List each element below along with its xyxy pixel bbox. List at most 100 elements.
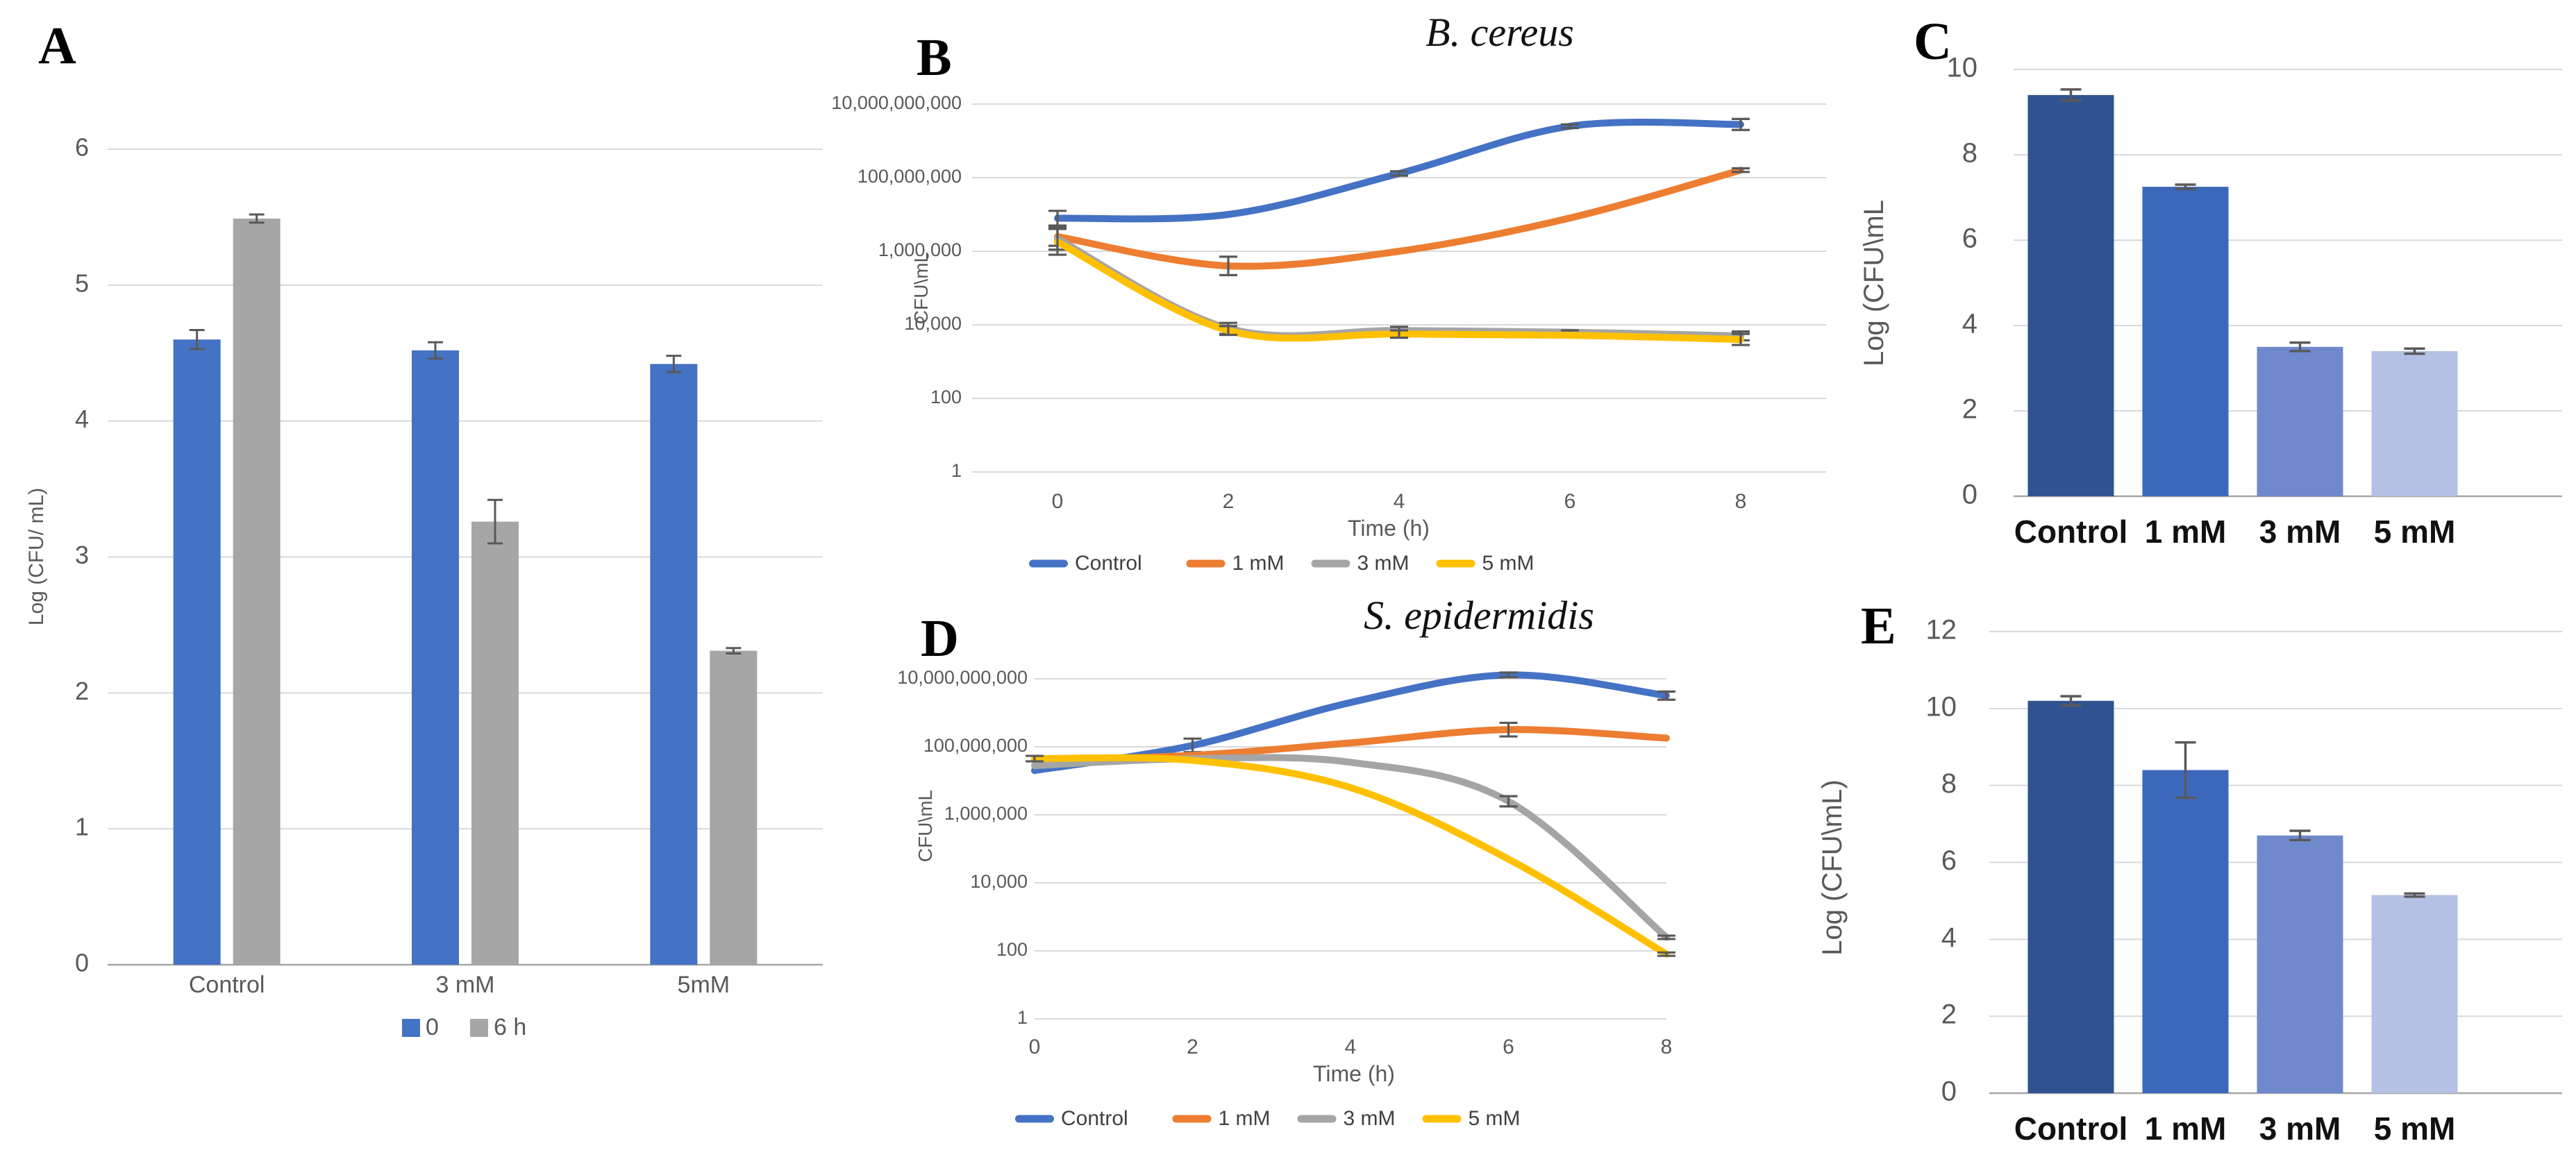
x-tick-label: 6 (1503, 1036, 1514, 1058)
y-tick-label: 2 (75, 677, 89, 705)
y-tick-label: 10,000,000,000 (897, 667, 1028, 688)
panel-c-bar-chart: 0 2 4 6 8 10 Control 1 mM 3 mM 5 mM Log (CFU\mL (1859, 53, 2562, 550)
chart-title-b-cereus: B. cereus (1425, 10, 1574, 55)
panel-a-bar-chart: 0 1 2 3 4 5 6 Control 3 mM 5mM Log (CFU/ mL) 0 6 h (25, 133, 823, 1040)
y-axis-label: CFU\mL (910, 252, 932, 324)
panel-letter-c: C (1914, 12, 1952, 71)
legend-swatch (1422, 1115, 1462, 1123)
x-tick-label: 6 (1564, 490, 1576, 513)
y-tick-label: 4 (1941, 922, 1957, 953)
x-axis-label: Time (h) (1348, 516, 1430, 541)
bar (2371, 351, 2458, 496)
x-tick-label: 0 (1029, 1036, 1041, 1058)
y-tick-label: 0 (1962, 480, 1977, 510)
legend-swatch (402, 1019, 420, 1037)
panel-b-line-chart: 1 100 10,000 1,000,000 100,000,000 10,000,000… (831, 92, 1826, 575)
bar (2142, 187, 2229, 496)
x-category-label: 5 mM (2374, 1110, 2456, 1147)
x-tick-label: 2 (1187, 1036, 1198, 1058)
legend-label: 3 mM (1357, 552, 1410, 575)
legend-swatch (1297, 1115, 1337, 1123)
y-axis-label: Log (CFU\mL (1859, 200, 1889, 366)
x-tick-label: 0 (1052, 490, 1064, 513)
y-tick-label: 12 (1926, 615, 1957, 645)
panel-letter-a: A (38, 17, 76, 75)
y-tick-label: 6 (1962, 223, 1977, 254)
bar (471, 521, 519, 965)
bar (2142, 770, 2229, 1093)
legend-label: 5 mM (1482, 552, 1534, 575)
bar (412, 350, 459, 965)
legend-swatch (1186, 559, 1226, 568)
y-tick-label: 10,000,000,000 (831, 92, 962, 113)
y-tick-label: 2 (1941, 999, 1957, 1030)
bar (2027, 94, 2114, 496)
y-axis-label: Log (CFU\mL) (1817, 779, 1848, 955)
x-category-label: 3 mM (436, 972, 495, 998)
x-category-label: Control (189, 972, 265, 998)
legend-swatch (1436, 559, 1475, 568)
chart-title-s-epidermidis: S. epidermidis (1364, 593, 1594, 638)
series-line-1-mm (1054, 167, 1744, 270)
x-category-label: 5mM (678, 972, 730, 998)
x-tick-label: 2 (1223, 490, 1235, 513)
x-tick-label: 4 (1345, 1036, 1357, 1058)
y-tick-label: 10 (1947, 53, 1978, 83)
bar (2027, 700, 2114, 1093)
x-tick-label: 8 (1735, 490, 1747, 513)
x-category-label: 3 mM (2259, 514, 2341, 550)
legend-label: Control (1075, 552, 1142, 575)
bar (2257, 346, 2343, 496)
legend-swatch (1015, 1115, 1054, 1123)
x-category-label: 5 mM (2374, 514, 2456, 550)
x-tick-label: 4 (1394, 490, 1405, 513)
panel-letter-e: E (1861, 597, 1896, 655)
y-tick-label: 6 (1941, 845, 1957, 876)
legend-swatch (1029, 559, 1068, 568)
y-tick-label: 1 (951, 460, 962, 481)
y-tick-label: 3 (75, 541, 89, 569)
legend-swatch (470, 1019, 488, 1037)
y-tick-label: 6 (75, 133, 89, 162)
x-category-label: 3 mM (2259, 1110, 2341, 1147)
legend-swatch (1311, 559, 1350, 568)
y-tick-label: 10,000 (904, 313, 962, 334)
legend-label: 0 (426, 1014, 439, 1040)
bar (233, 218, 281, 965)
legend-label: 6 h (494, 1014, 526, 1040)
series-line-5-mm (1031, 754, 1670, 958)
x-category-label: Control (2014, 1110, 2128, 1147)
y-tick-label: 1,000,000 (944, 803, 1028, 824)
legend-label: 5 mM (1469, 1107, 1521, 1130)
x-category-label: 1 mM (2145, 1110, 2227, 1147)
x-tick-label: 8 (1661, 1036, 1673, 1058)
y-tick-label: 4 (1962, 309, 1977, 339)
y-tick-label: 10 (1926, 691, 1957, 722)
legend-label: 1 mM (1219, 1107, 1271, 1130)
bar (650, 364, 698, 965)
y-tick-label: 1,000,000 (878, 239, 962, 260)
y-tick-label: 100,000,000 (858, 166, 962, 187)
bar (173, 339, 221, 965)
bar (710, 650, 758, 965)
y-tick-label: 8 (1941, 768, 1957, 799)
y-tick-label: 100 (996, 939, 1028, 960)
y-tick-label: 0 (1941, 1076, 1957, 1107)
y-axis-label: CFU\mL (914, 790, 936, 862)
y-tick-label: 8 (1962, 138, 1977, 169)
y-axis-label: Log (CFU/ mL) (25, 488, 48, 625)
bar (2371, 895, 2458, 1093)
legend-label: Control (1061, 1107, 1128, 1130)
bar (2257, 835, 2343, 1093)
panel-letter-b: B (917, 28, 952, 87)
y-tick-label: 0 (75, 949, 89, 977)
panel-d-line-chart: 1 100 10,000 1,000,000 100,000,000 10,000,000… (897, 667, 1675, 1130)
y-tick-label: 2 (1962, 394, 1977, 425)
y-tick-label: 100,000,000 (923, 735, 1028, 756)
legend-swatch (1172, 1115, 1212, 1123)
y-tick-label: 1 (1017, 1007, 1028, 1028)
x-category-label: Control (2014, 514, 2128, 550)
y-tick-label: 4 (75, 405, 89, 433)
